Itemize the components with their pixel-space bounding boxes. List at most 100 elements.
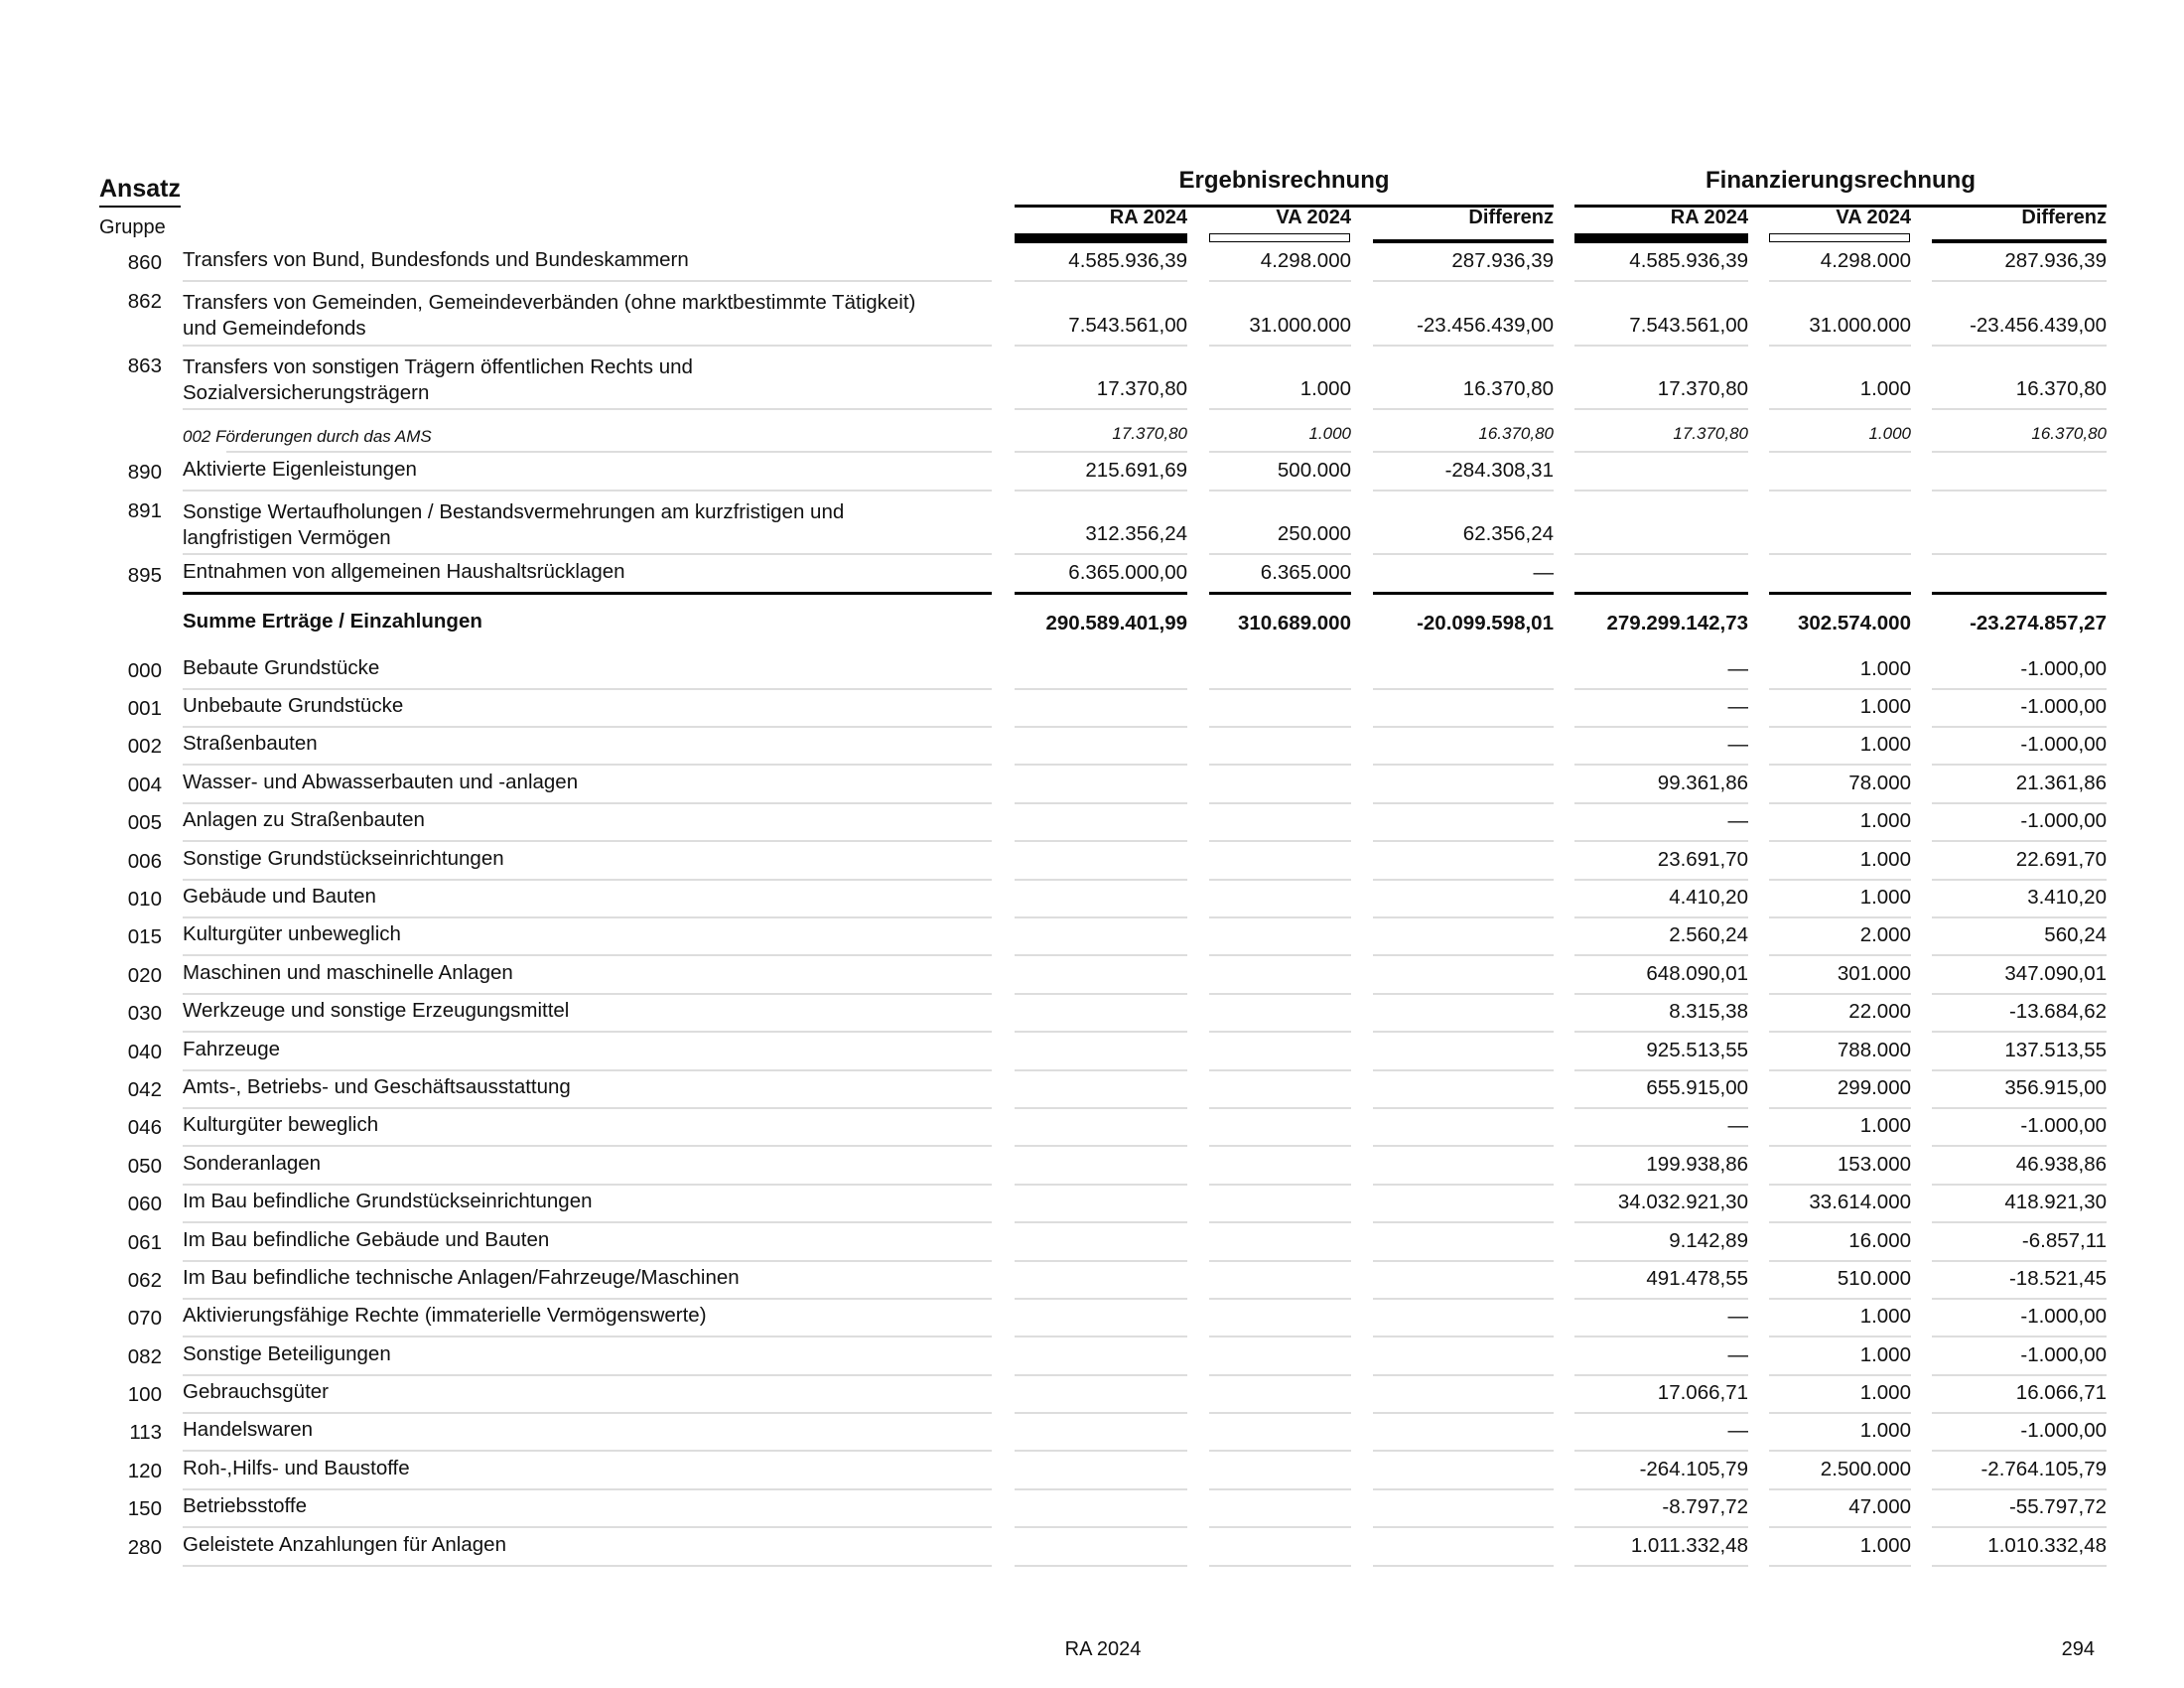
table-row: 860 Transfers von Bund, Bundesfonds und B… xyxy=(0,244,2184,283)
cell-er-ra xyxy=(1015,1071,1187,1109)
group-finanzierungsrechnung: Finanzierungsrechnung xyxy=(1705,167,1976,194)
legend-bar-filled xyxy=(1015,233,1187,243)
cell-fr-ra: 9.142,89 xyxy=(1574,1223,1748,1262)
row-label: Sonstige Beteiligungen xyxy=(183,1337,992,1376)
cell-er-ra xyxy=(1015,651,1187,690)
cell-er-va: 310.689.000 xyxy=(1237,612,1351,635)
group-code: 042 xyxy=(127,1077,162,1101)
cell-er-ra: 7.543.561,00 xyxy=(1015,282,1187,347)
cell-er-diff xyxy=(1373,1414,1554,1453)
cell-er-diff xyxy=(1373,1186,1554,1224)
cell-fr-diff: 16.066,71 xyxy=(1932,1376,2107,1415)
cell-fr-diff: 21.361,86 xyxy=(1932,766,2107,804)
cell-fr-ra: 23.691,70 xyxy=(1574,842,1748,881)
cell-fr-ra: — xyxy=(1574,728,1748,767)
cell-er-va: 6.365.000 xyxy=(1209,555,1351,596)
cell-er-va xyxy=(1209,842,1351,881)
column-header-er-diff: Differenz xyxy=(1468,207,1554,228)
table-row: 891 Sonstige Wertaufholungen / Bestandsve… xyxy=(0,492,2184,556)
cell-fr-ra: 7.543.561,00 xyxy=(1574,282,1748,347)
cell-er-diff xyxy=(1373,1071,1554,1109)
table-row: 862 Transfers von Gemeinden, Gemeindeverb… xyxy=(0,282,2184,347)
table-row: 863 Transfers von sonstigen Trägern öffen… xyxy=(0,347,2184,411)
table-row: 050 Sonderanlagen 199.938,86 153.000 46.938,… xyxy=(0,1147,2184,1186)
cell-er-diff xyxy=(1373,651,1554,690)
row-label-line: Entnahmen von allgemeinen Haushaltsrückl… xyxy=(183,560,625,584)
row-label-line: Straßenbauten xyxy=(183,732,318,756)
cell-fr-diff: -18.521,45 xyxy=(1932,1262,2107,1300)
row-label-line: Aktivierte Eigenleistungen xyxy=(183,457,417,481)
sub-row: 002 Förderungen durch das AMS 17.370,80 1.… xyxy=(0,410,2184,454)
cell-er-ra xyxy=(1015,1109,1187,1148)
sum-row: Summe Erträge / Einzahlungen 290.589.401,… xyxy=(0,595,2184,651)
cell-er-ra xyxy=(1015,1186,1187,1224)
cell-fr-ra xyxy=(1574,453,1748,492)
cell-fr-ra: — xyxy=(1574,804,1748,843)
cell-fr-ra: 491.478,55 xyxy=(1574,1262,1748,1300)
row-label-line: Transfers von Gemeinden, Gemeindeverbänd… xyxy=(183,291,916,315)
gruppe-label: Gruppe xyxy=(99,216,166,238)
cell-fr-va: 33.614.000 xyxy=(1769,1186,1911,1224)
row-label: Fahrzeuge xyxy=(183,1033,992,1071)
row-label-line: Unbebaute Grundstücke xyxy=(183,694,404,718)
row-label: Wasser- und Abwasserbauten und -anlagen xyxy=(183,766,992,804)
cell-er-va xyxy=(1209,1223,1351,1262)
cell-fr-diff: -1.000,00 xyxy=(1932,1300,2107,1338)
cell-er-ra: 312.356,24 xyxy=(1015,492,1187,556)
cell-fr-va: 1.000 xyxy=(1769,1300,1911,1338)
cell-er-va xyxy=(1209,1147,1351,1186)
cell-fr-ra: 17.066,71 xyxy=(1574,1376,1748,1415)
group-ergebnisrechnung: Ergebnisrechnung xyxy=(1178,167,1390,194)
row-label-line: Im Bau befindliche Grundstückseinrichtun… xyxy=(183,1190,593,1213)
table-row: 120 Roh-,Hilfs- und Baustoffe -264.105,79 2… xyxy=(0,1452,2184,1490)
cell-er-va xyxy=(1209,1186,1351,1224)
cell-fr-va: 78.000 xyxy=(1769,766,1911,804)
cell-fr-diff: -1.000,00 xyxy=(1932,804,2107,843)
cell-fr-va: 1.000 xyxy=(1769,347,1911,411)
table-row: 046 Kulturgüter beweglich — 1.000 -1.000,00 xyxy=(0,1109,2184,1148)
row-label-line: Geleistete Anzahlungen für Anlagen xyxy=(183,1532,506,1556)
row-label-line: und Gemeindefonds xyxy=(183,317,366,341)
row-label: Entnahmen von allgemeinen Haushaltsrückl… xyxy=(183,555,992,596)
cell-fr-diff: -1.000,00 xyxy=(1932,728,2107,767)
cell-fr-ra: 1.011.332,48 xyxy=(1574,1528,1748,1567)
row-label: Sonstige Wertaufholungen / Bestandsverme… xyxy=(183,492,992,556)
cell-er-va: 500.000 xyxy=(1209,453,1351,492)
cell-er-va xyxy=(1209,766,1351,804)
group-code: 005 xyxy=(127,811,162,835)
cell-er-diff xyxy=(1373,1223,1554,1262)
cell-er-diff xyxy=(1373,995,1554,1034)
cell-fr-diff: 287.936,39 xyxy=(1932,244,2107,283)
cell-fr-ra: 99.361,86 xyxy=(1574,766,1748,804)
row-label: Im Bau befindliche technische Anlagen/Fa… xyxy=(183,1262,992,1300)
row-label: Unbebaute Grundstücke xyxy=(183,690,992,729)
cell-fr-ra: 648.090,01 xyxy=(1574,956,1748,995)
group-code: 001 xyxy=(127,697,162,721)
cell-er-ra: 290.589.401,99 xyxy=(1045,612,1188,635)
row-label-line: Im Bau befindliche technische Anlagen/Fa… xyxy=(183,1265,740,1289)
group-code xyxy=(99,595,162,651)
cell-er-va xyxy=(1209,1033,1351,1071)
table-row: 062 Im Bau befindliche technische Anlagen… xyxy=(0,1262,2184,1300)
cell-er-diff xyxy=(1373,1300,1554,1338)
cell-er-va: 31.000.000 xyxy=(1209,282,1351,347)
cell-fr-va: 1.000 xyxy=(1769,881,1911,919)
cell-fr-va: 153.000 xyxy=(1769,1147,1911,1186)
row-label-line: 002 Förderungen durch das AMS xyxy=(183,427,432,447)
group-code: 050 xyxy=(127,1154,162,1178)
row-label-line: Maschinen und maschinelle Anlagen xyxy=(183,960,513,984)
table-row: 000 Bebaute Grundstücke — 1.000 -1.000,00 xyxy=(0,651,2184,690)
cell-fr-ra: 4.585.936,39 xyxy=(1574,244,1748,283)
cell-er-ra xyxy=(1015,1337,1187,1376)
table-row: 895 Entnahmen von allgemeinen Haushaltsrü… xyxy=(0,555,2184,596)
cell-fr-ra: 4.410,20 xyxy=(1574,881,1748,919)
cell-er-ra xyxy=(1015,766,1187,804)
cell-er-diff xyxy=(1373,804,1554,843)
column-header-er-va: VA 2024 xyxy=(1276,207,1351,228)
cell-fr-va: 16.000 xyxy=(1769,1223,1911,1262)
table-row: 061 Im Bau befindliche Gebäude und Bauten… xyxy=(0,1223,2184,1262)
row-label-line: Anlagen zu Straßenbauten xyxy=(183,808,425,832)
row-label-line: Bebaute Grundstücke xyxy=(183,655,380,679)
group-code: 030 xyxy=(127,1002,162,1026)
column-underline xyxy=(1932,239,2107,243)
